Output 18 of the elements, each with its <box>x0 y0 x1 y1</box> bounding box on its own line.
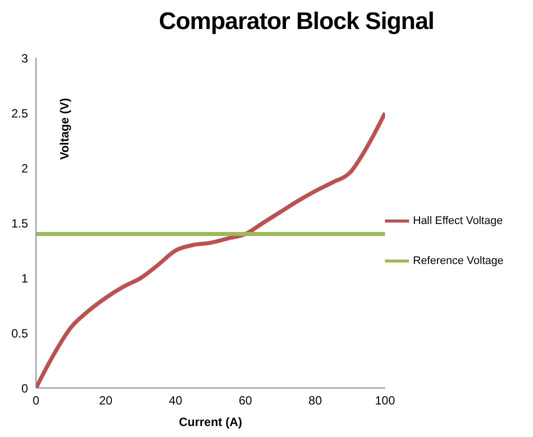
y-tick-label: 2.5 <box>11 106 28 120</box>
chart-title: Comparator Block Signal <box>158 8 436 37</box>
legend-label: Reference Voltage <box>413 254 504 266</box>
legend-label: Hall Effect Voltage <box>413 214 503 226</box>
y-axis-title: Voltage (V) <box>58 98 72 160</box>
y-tick-label: 2 <box>21 161 28 176</box>
x-tick-label: 60 <box>238 394 252 408</box>
x-tick-label: 40 <box>168 394 183 408</box>
y-tick-label: 0 <box>21 381 28 396</box>
x-tick-label: 0 <box>32 394 40 408</box>
x-tick-label: 100 <box>374 394 396 408</box>
y-tick-label: 3 <box>21 51 28 66</box>
y-tick-label: 1 <box>21 271 28 286</box>
y-tick-label: 0.5 <box>11 326 28 340</box>
x-tick-label: 20 <box>99 394 113 408</box>
y-tick-label: 1.5 <box>11 216 28 230</box>
x-axis-title: Current (A) <box>178 415 242 429</box>
x-tick-label: 80 <box>308 394 322 408</box>
